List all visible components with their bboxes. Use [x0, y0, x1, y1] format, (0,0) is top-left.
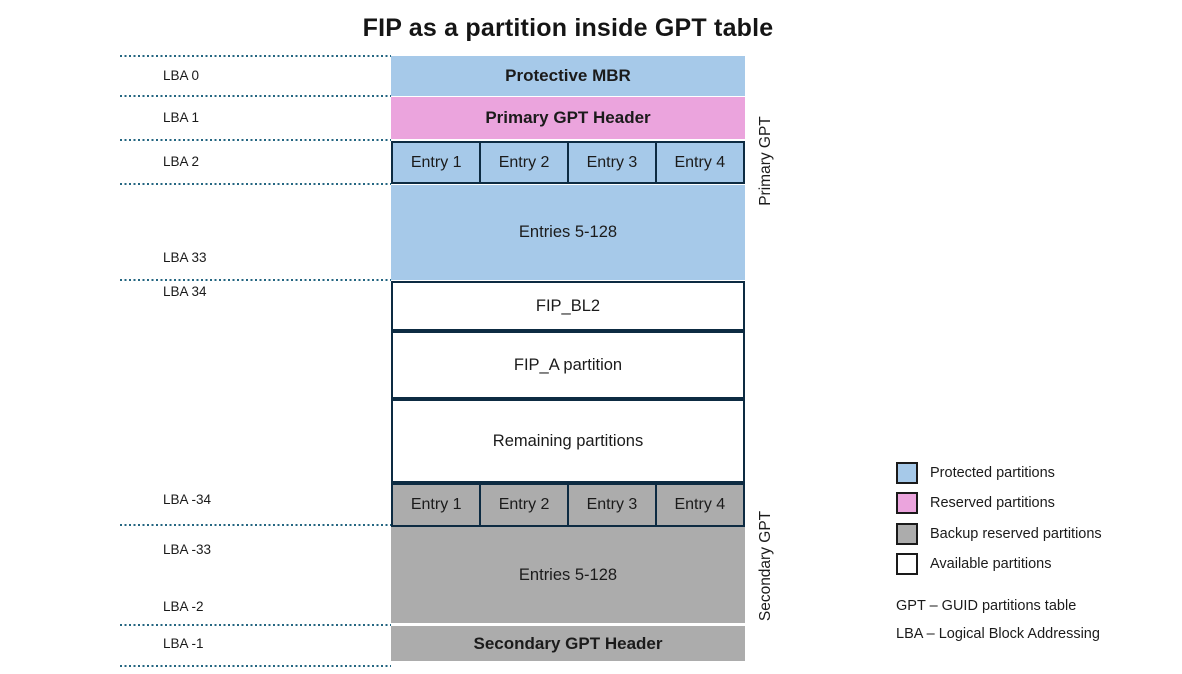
- legend-label-backup-reserved: Backup reserved partitions: [930, 526, 1102, 542]
- side-label-primary-gpt: Primary GPT: [757, 116, 774, 206]
- legend-swatch-available: [896, 553, 918, 575]
- block-fip-a-partition: FIP_A partition: [391, 331, 745, 399]
- legend-item-available: Available partitions: [896, 552, 1051, 576]
- block-secondary-entry-row: Entry 1 Entry 2 Entry 3 Entry 4: [391, 483, 745, 527]
- block-primary-entry-2: Entry 2: [478, 141, 570, 184]
- separator-line: [120, 55, 391, 57]
- legend-item-backup-reserved: Backup reserved partitions: [896, 522, 1102, 546]
- lba-label-minus-34: LBA -34: [163, 492, 212, 507]
- block-remaining-partitions: Remaining partitions: [391, 399, 745, 483]
- separator-line: [120, 183, 391, 185]
- lba-label-2: LBA 2: [163, 154, 200, 169]
- separator-line: [120, 139, 391, 141]
- lba-label-minus-2: LBA -2: [163, 599, 204, 614]
- side-label-secondary-gpt: Secondary GPT: [757, 510, 774, 622]
- diagram-title: FIP as a partition inside GPT table: [362, 14, 774, 42]
- separator-line: [120, 624, 391, 626]
- lba-label-minus-1: LBA -1: [163, 636, 204, 651]
- block-primary-entries-5-128: Entries 5-128: [391, 185, 745, 280]
- block-secondary-entry-1: Entry 1: [391, 483, 482, 527]
- lba-label-33: LBA 33: [163, 250, 207, 265]
- block-secondary-gpt-header: Secondary GPT Header: [391, 626, 745, 661]
- legend-item-reserved: Reserved partitions: [896, 491, 1055, 515]
- lba-label-minus-33: LBA -33: [163, 542, 212, 557]
- legend-label-protected: Protected partitions: [930, 465, 1055, 481]
- block-primary-entry-1: Entry 1: [391, 141, 482, 184]
- legend-swatch-backup-reserved: [896, 523, 918, 545]
- legend-label-reserved: Reserved partitions: [930, 495, 1055, 511]
- separator-line: [120, 665, 391, 667]
- separator-line: [120, 279, 391, 281]
- block-protective-mbr: Protective MBR: [391, 56, 745, 96]
- legend-label-available: Available partitions: [930, 556, 1052, 572]
- legend-swatch-reserved: [896, 492, 918, 514]
- block-secondary-entry-3: Entry 3: [566, 483, 658, 527]
- block-secondary-entries-5-128: Entries 5-128: [391, 527, 745, 623]
- block-fip-bl2: FIP_BL2: [391, 281, 745, 331]
- legend-item-protected: Protected partitions: [896, 461, 1055, 485]
- block-primary-gpt-header: Primary GPT Header: [391, 97, 745, 139]
- lba-label-1: LBA 1: [163, 110, 200, 125]
- separator-line: [120, 95, 391, 97]
- block-secondary-entry-2: Entry 2: [478, 483, 570, 527]
- lba-label-0: LBA 0: [163, 68, 200, 83]
- legend-swatch-protected: [896, 462, 918, 484]
- abbreviation-gpt: GPT – GUID partitions table: [896, 598, 1077, 614]
- separator-line: [120, 524, 391, 526]
- block-primary-entry-row: Entry 1 Entry 2 Entry 3 Entry 4: [391, 141, 745, 184]
- block-primary-entry-4: Entry 4: [654, 141, 745, 184]
- abbreviation-lba: LBA – Logical Block Addressing: [896, 626, 1100, 642]
- block-secondary-entry-4: Entry 4: [654, 483, 745, 527]
- lba-label-34: LBA 34: [163, 284, 207, 299]
- block-primary-entry-3: Entry 3: [566, 141, 658, 184]
